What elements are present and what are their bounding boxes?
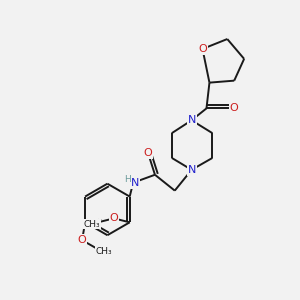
Text: N: N bbox=[188, 115, 196, 125]
Text: CH₃: CH₃ bbox=[84, 220, 100, 229]
Text: CH₃: CH₃ bbox=[96, 247, 112, 256]
Text: O: O bbox=[110, 213, 118, 224]
Text: H: H bbox=[124, 175, 130, 184]
Text: N: N bbox=[188, 165, 196, 175]
Text: O: O bbox=[144, 148, 152, 158]
Text: N: N bbox=[131, 178, 139, 188]
Text: O: O bbox=[230, 103, 239, 113]
Text: O: O bbox=[198, 44, 207, 54]
Text: methoxy: methoxy bbox=[97, 219, 103, 220]
Text: O: O bbox=[78, 235, 86, 245]
